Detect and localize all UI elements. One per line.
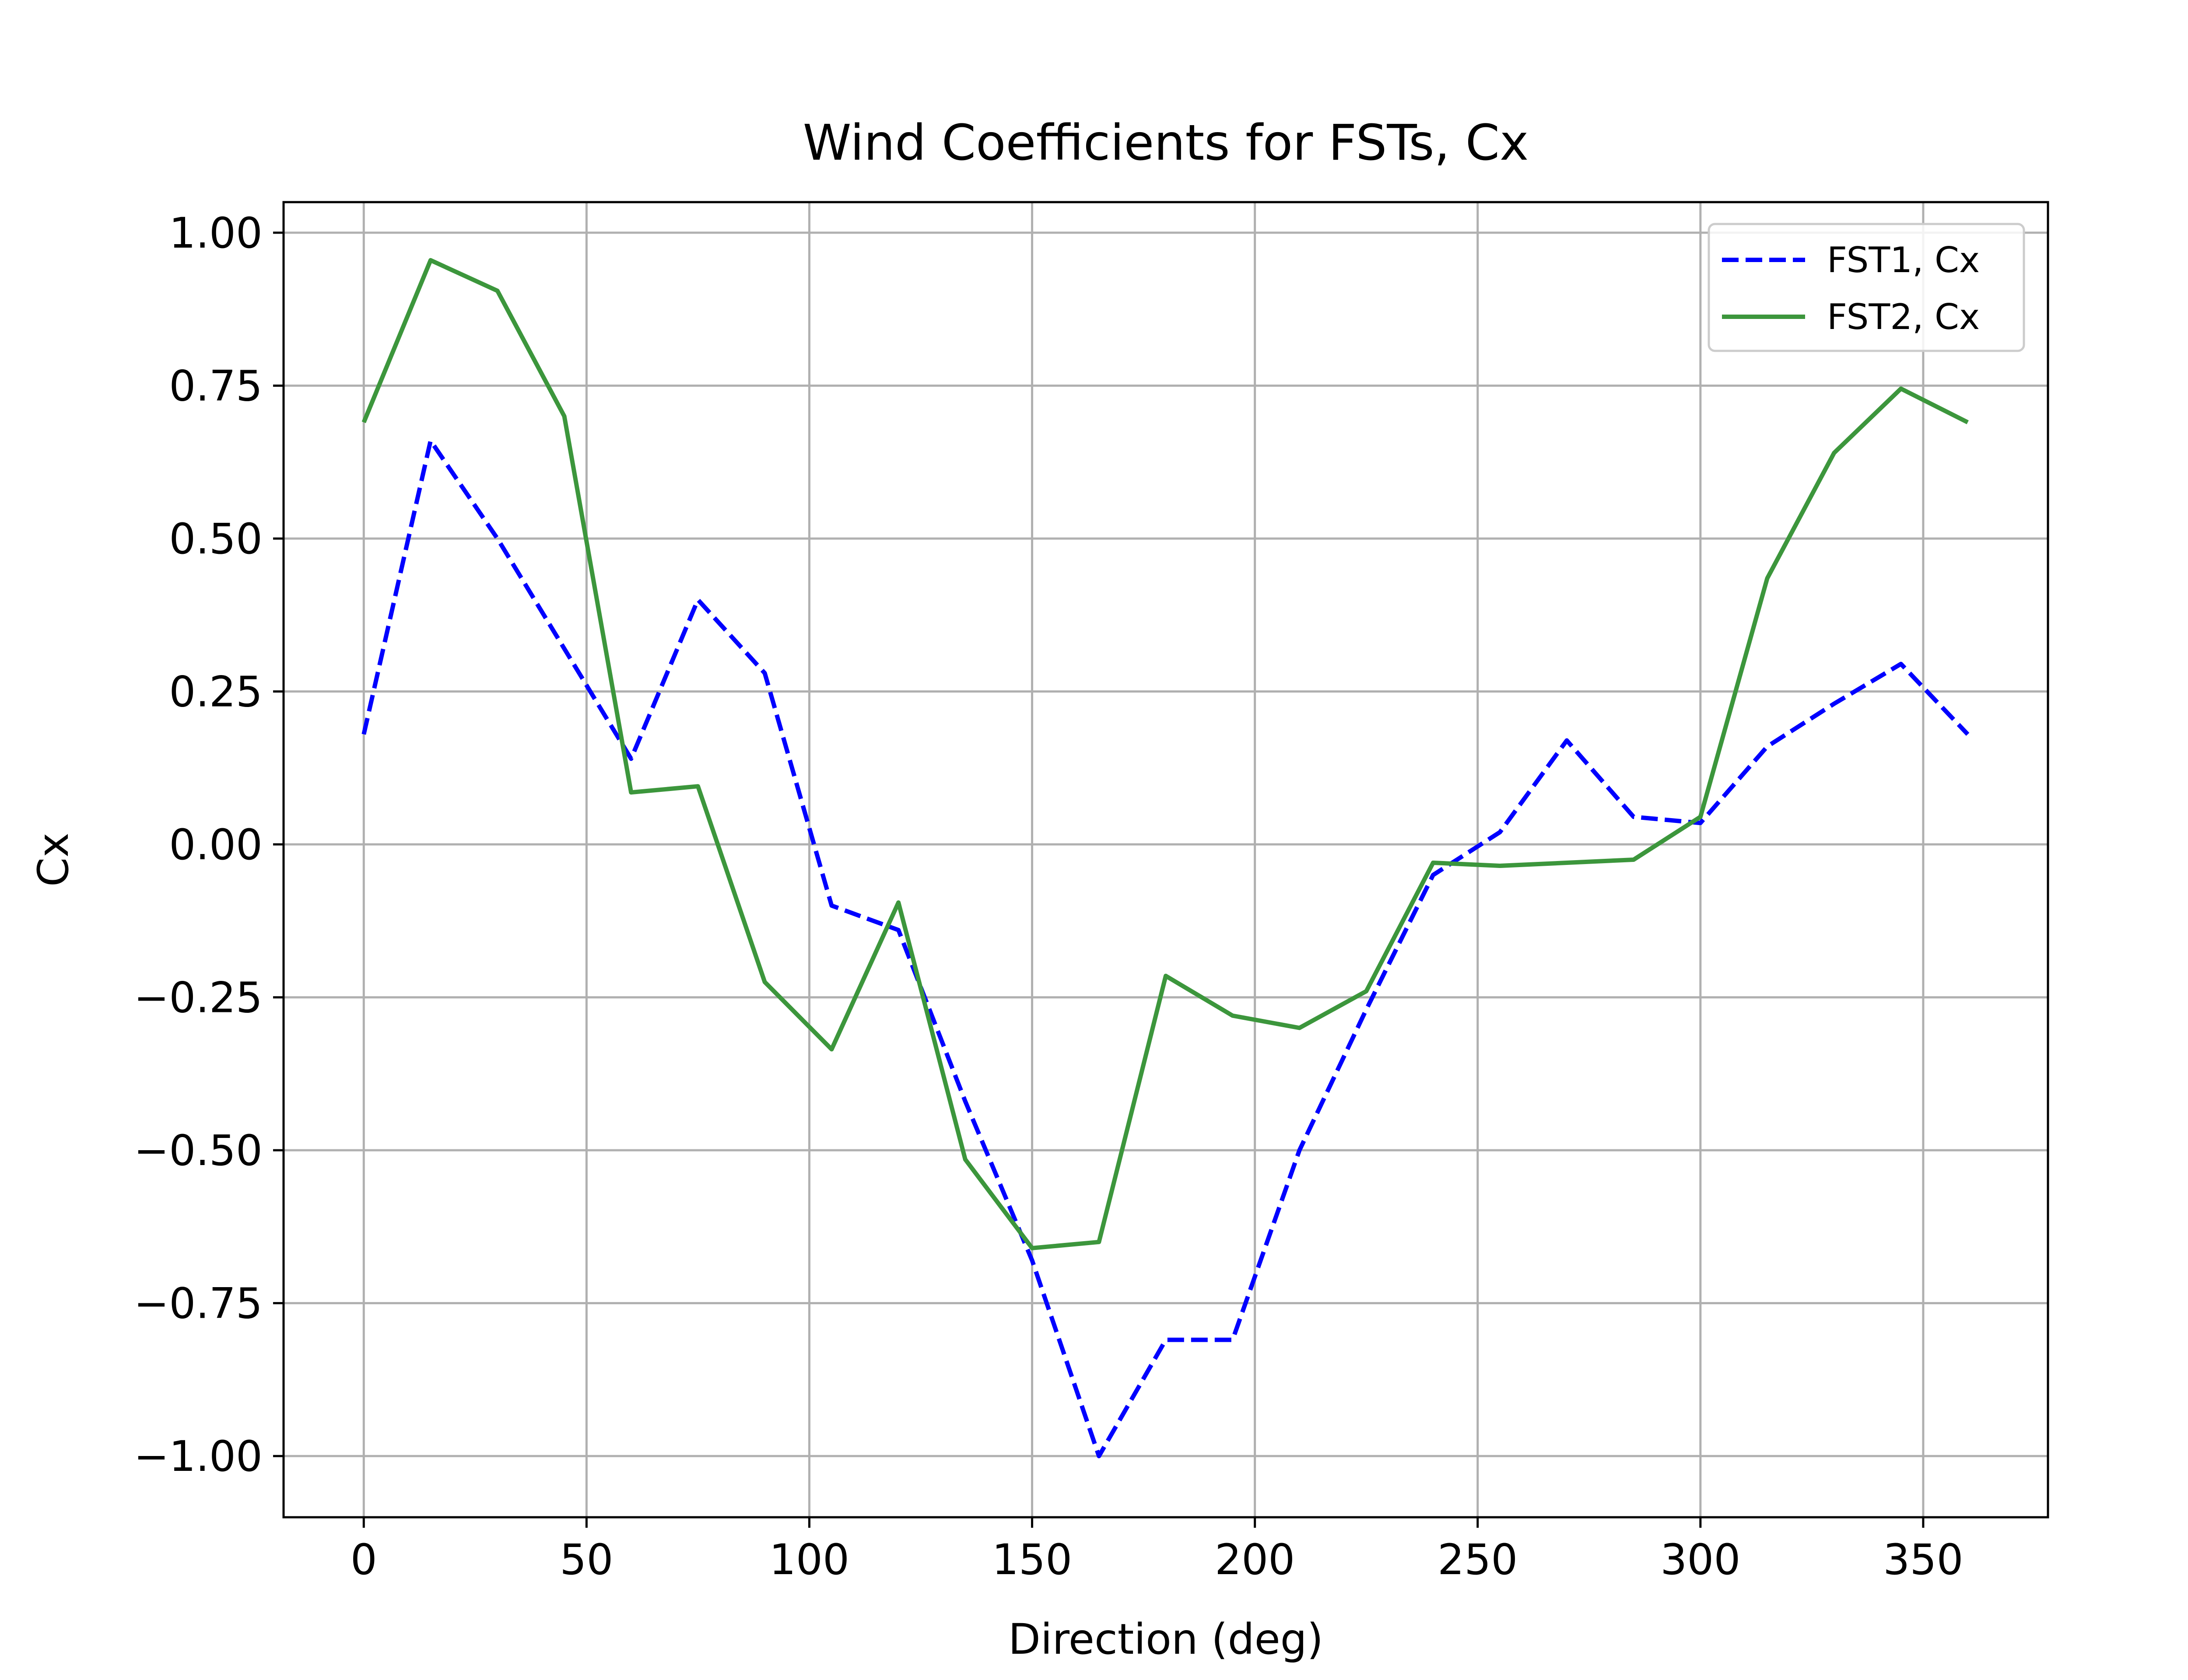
legend-label-2: FST2, Cx (1827, 297, 1980, 337)
legend-box (1708, 223, 2025, 352)
plot-frame (282, 201, 2049, 1519)
x-tick-label: 300 (1660, 1535, 1740, 1584)
x-tick-label: 250 (1438, 1535, 1518, 1584)
y-tick-label: 0.25 (169, 668, 263, 717)
axis-ticks: 0 50 100 150 200 250 300 350 1.00 0.75 0.50 0.25 0.0… (134, 209, 1964, 1584)
series-line-1 (361, 438, 1970, 1459)
y-axis-label: Cx (29, 833, 78, 887)
legend: FST1, Cx FST2, Cx (1708, 223, 2025, 352)
x-tick-label: 50 (560, 1535, 613, 1584)
y-tick-label: −1.00 (134, 1432, 263, 1481)
y-tick-label: 1.00 (169, 209, 263, 258)
y-tick-label: −0.75 (134, 1279, 263, 1328)
x-tick-label: 0 (351, 1535, 377, 1584)
x-tick-label: 200 (1215, 1535, 1295, 1584)
y-tick-label: −0.50 (134, 1126, 263, 1175)
x-tick-label: 100 (769, 1535, 849, 1584)
x-tick-label: 350 (1883, 1535, 1963, 1584)
y-tick-label: −0.25 (134, 973, 263, 1022)
grid (284, 202, 2048, 1517)
legend-label-1: FST1, Cx (1827, 240, 1980, 280)
chart-title: Wind Coefficients for FSTs, Cx (803, 115, 1529, 172)
y-tick-label: 0.50 (169, 514, 263, 564)
y-tick-label: 0.00 (169, 820, 263, 869)
x-axis-label: Direction (deg) (1008, 1615, 1323, 1664)
y-tick-label: 0.75 (169, 361, 263, 410)
series-lines (361, 258, 1970, 1459)
series-line-2 (361, 258, 1969, 1250)
x-tick-label: 150 (992, 1535, 1072, 1584)
